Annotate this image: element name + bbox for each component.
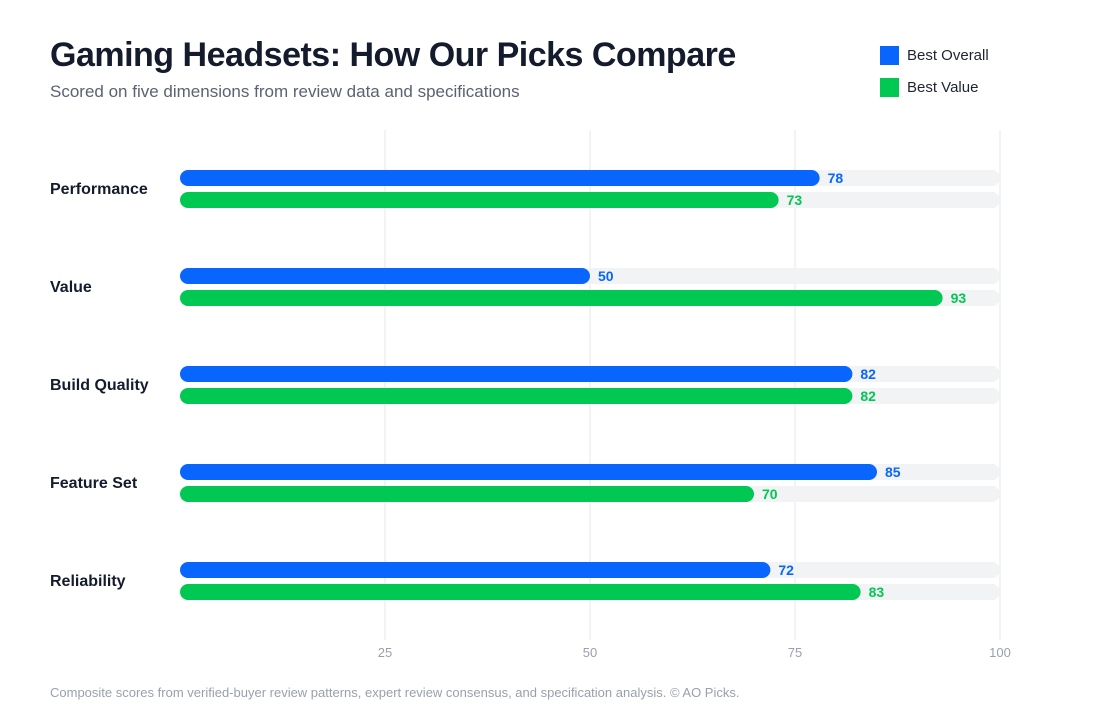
category-label-reliability: Reliability bbox=[50, 573, 126, 590]
bar-performance-best-value bbox=[180, 192, 779, 208]
data-label-value-best-overall: 50 bbox=[598, 268, 614, 284]
legend-swatch-best-overall bbox=[880, 45, 899, 65]
legend: Best Overall Best Value bbox=[880, 45, 989, 109]
bar-feature-set-best-value bbox=[180, 486, 754, 502]
data-label-value-best-value: 93 bbox=[951, 290, 967, 306]
x-tick-label-25: 25 bbox=[378, 645, 392, 660]
data-label-reliability-best-value: 83 bbox=[869, 584, 885, 600]
x-tick-label-75: 75 bbox=[788, 645, 802, 660]
chart-title: Gaming Headsets: How Our Picks Compare bbox=[50, 36, 736, 74]
legend-swatch-best-value bbox=[880, 77, 899, 97]
data-label-performance-best-overall: 78 bbox=[828, 170, 844, 186]
data-label-feature-set-best-value: 70 bbox=[762, 486, 778, 502]
data-label-build-quality-best-overall: 82 bbox=[860, 366, 876, 382]
bar-build-quality-best-value bbox=[180, 388, 853, 404]
legend-label-best-value: Best Value bbox=[907, 78, 979, 96]
legend-label-best-overall: Best Overall bbox=[907, 46, 989, 64]
x-tick-label-100: 100 bbox=[989, 645, 1011, 660]
category-label-performance: Performance bbox=[50, 181, 148, 198]
bar-reliability-best-value bbox=[180, 584, 861, 600]
footnote: Composite scores from verified-buyer rev… bbox=[50, 685, 740, 700]
bar-build-quality-best-overall bbox=[180, 366, 853, 382]
data-label-reliability-best-overall: 72 bbox=[778, 562, 794, 578]
bar-reliability-best-overall bbox=[180, 562, 771, 578]
bar-value-best-overall bbox=[180, 268, 590, 284]
legend-item-best-value: Best Value bbox=[880, 77, 989, 97]
category-label-value: Value bbox=[50, 279, 92, 296]
legend-item-best-overall: Best Overall bbox=[880, 45, 989, 65]
data-label-performance-best-value: 73 bbox=[787, 192, 803, 208]
bar-value-best-value bbox=[180, 290, 943, 306]
x-tick-label-50: 50 bbox=[583, 645, 597, 660]
bar-performance-best-overall bbox=[180, 170, 820, 186]
category-label-feature-set: Feature Set bbox=[50, 475, 138, 492]
data-label-feature-set-best-overall: 85 bbox=[885, 464, 901, 480]
category-label-build-quality: Build Quality bbox=[50, 377, 149, 394]
data-label-build-quality-best-value: 82 bbox=[860, 388, 876, 404]
bar-feature-set-best-overall bbox=[180, 464, 877, 480]
chart-subtitle: Scored on five dimensions from review da… bbox=[50, 82, 520, 101]
